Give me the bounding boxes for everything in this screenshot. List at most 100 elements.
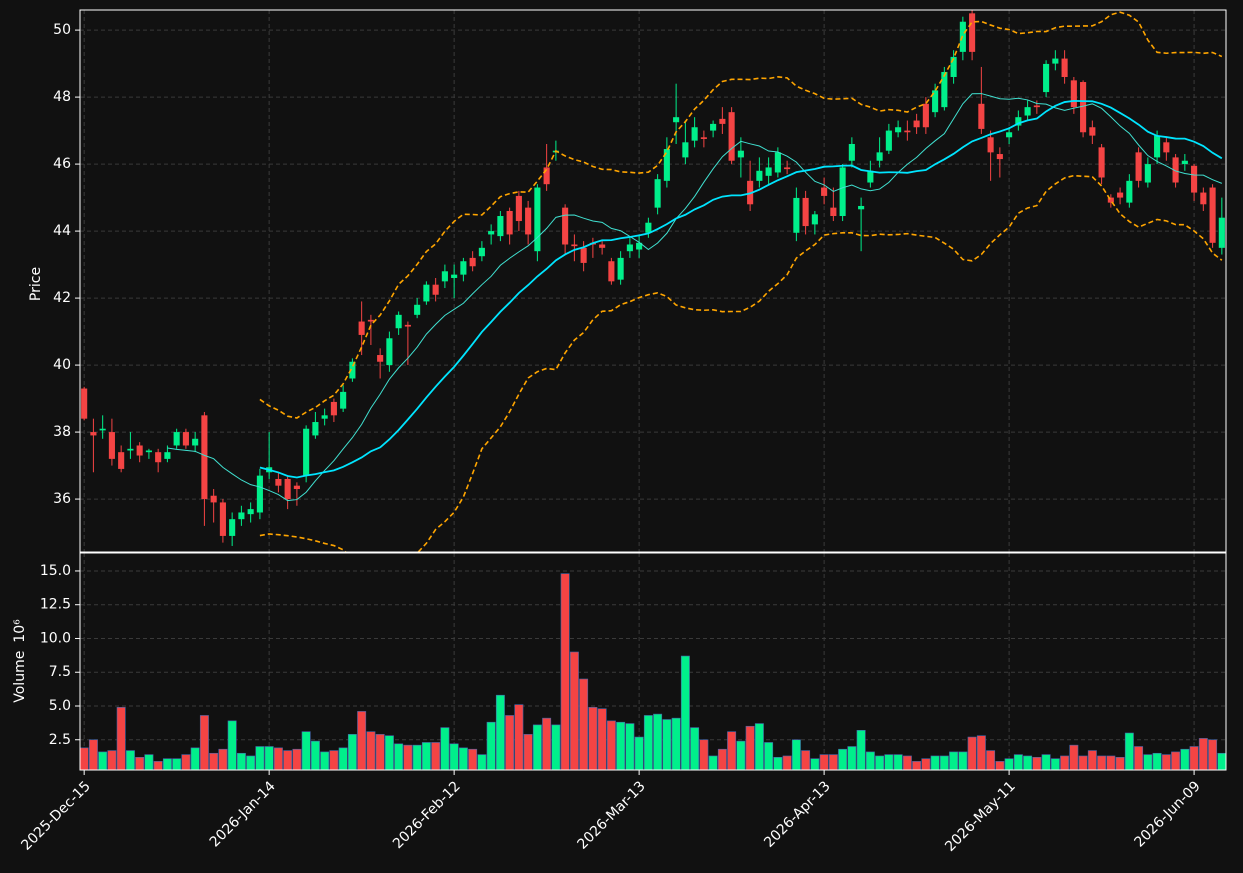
candle-body <box>432 284 439 295</box>
volume-bar <box>939 755 949 770</box>
candle-body <box>858 205 865 210</box>
moving-average <box>259 99 1223 479</box>
volume-bar <box>1013 754 1023 770</box>
candle-body <box>90 432 97 436</box>
candle-body <box>1015 117 1022 126</box>
volume-bar <box>523 734 533 770</box>
candle-body <box>932 90 939 113</box>
volume-bar <box>717 748 727 770</box>
candle-body <box>515 195 522 222</box>
candle-body <box>478 247 485 257</box>
candle-body <box>571 244 578 247</box>
volume-tick-label: 10.0 <box>40 630 71 646</box>
candle-body <box>247 509 254 515</box>
volume-bar <box>754 723 764 770</box>
candle-body <box>626 244 633 252</box>
volume-bar <box>634 736 644 770</box>
volume-bar <box>838 748 848 770</box>
volume-bar <box>958 751 968 770</box>
candle-body <box>293 485 300 490</box>
volume-bar <box>606 720 616 770</box>
candle-body <box>867 170 874 183</box>
volume-bar <box>1208 739 1218 770</box>
candle-body <box>284 478 291 500</box>
candle-body <box>330 401 337 416</box>
volume-bar <box>949 751 959 770</box>
volume-bar <box>1143 754 1153 770</box>
volume-bar <box>671 717 681 770</box>
candle-body <box>386 338 393 366</box>
candle-body <box>811 214 818 225</box>
volume-bar <box>440 727 450 770</box>
volume-bar <box>264 746 274 770</box>
candle-body <box>580 247 587 263</box>
volume-bar <box>144 754 154 770</box>
candle-body <box>275 478 282 486</box>
volume-bar <box>199 715 209 770</box>
candle-body <box>1107 197 1114 203</box>
candle-body <box>1006 132 1013 138</box>
candle-body <box>358 321 365 335</box>
volume-bar <box>930 755 940 770</box>
volume-bar <box>514 704 524 770</box>
volume-bar <box>190 747 200 770</box>
volume-bar <box>181 754 191 770</box>
volume-bar <box>98 751 108 770</box>
candle-body <box>469 257 476 267</box>
y-tick-label: 48 <box>53 89 71 105</box>
y-tick-label: 36 <box>53 491 71 507</box>
moving-average <box>167 93 1223 502</box>
y-tick-label: 44 <box>53 223 71 239</box>
candle-body <box>941 71 948 108</box>
y-tick-label: 40 <box>53 357 71 373</box>
volume-bar <box>976 735 986 770</box>
candle-body <box>229 519 236 536</box>
candle-body <box>1033 105 1040 108</box>
price-panel <box>81 10 1225 552</box>
volume-bar <box>986 750 996 770</box>
volume-bar <box>1198 738 1208 770</box>
volume-bar <box>116 707 126 770</box>
volume-bar <box>616 721 626 770</box>
volume-bar <box>412 744 422 770</box>
volume-bar <box>403 744 413 770</box>
volume-bar <box>1171 751 1181 770</box>
y-tick-label: 50 <box>53 22 71 38</box>
candle-body <box>802 197 809 227</box>
volume-bar <box>736 740 746 770</box>
volume-tick-label: 15.0 <box>40 563 71 579</box>
candle-body <box>81 388 88 419</box>
candle-body <box>256 475 263 513</box>
candle-body <box>913 120 920 128</box>
volume-bar <box>884 754 894 770</box>
volume-bar <box>347 734 357 770</box>
candle-body <box>784 167 791 170</box>
volume-bar <box>495 694 505 770</box>
volume-bar <box>384 735 394 770</box>
candle-body <box>719 118 726 124</box>
candle-body <box>118 452 125 469</box>
candle-body <box>367 319 374 322</box>
candle-body <box>155 452 162 463</box>
volume-bar <box>375 734 385 770</box>
candle-body <box>978 103 985 129</box>
candle-body <box>1135 152 1142 181</box>
volume-bar <box>153 761 163 770</box>
volume-bar <box>542 717 552 770</box>
volume-bar <box>246 755 256 770</box>
candle-body <box>497 216 504 237</box>
candle-body <box>423 284 430 302</box>
candle-body <box>404 324 411 327</box>
candle-body <box>127 448 134 451</box>
candle-body <box>1200 192 1207 205</box>
candle-body <box>1043 63 1050 93</box>
candle-body <box>1172 157 1179 183</box>
volume-bar <box>764 742 774 770</box>
volume-bar <box>875 755 885 770</box>
volume-bar <box>449 743 459 770</box>
candle-body <box>691 127 698 141</box>
candle-body <box>99 428 106 431</box>
candle-body <box>562 207 569 245</box>
candle-body <box>617 257 624 280</box>
volume-bar <box>1124 732 1134 770</box>
